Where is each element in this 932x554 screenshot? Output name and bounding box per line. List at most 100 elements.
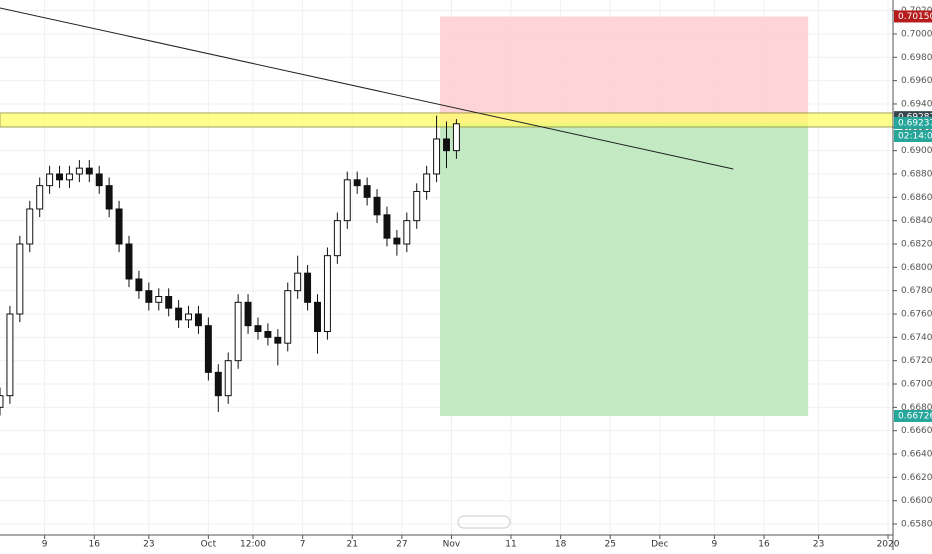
- candle-body: [0, 395, 4, 408]
- x-tick-label: 16: [89, 540, 101, 550]
- candle-body: [363, 185, 371, 198]
- candle-body: [56, 173, 64, 181]
- candle-body: [185, 313, 192, 321]
- price-label-box: [894, 116, 932, 129]
- candle-body: [75, 167, 83, 175]
- x-tick-label: 9: [42, 540, 48, 550]
- candle-body: [433, 138, 441, 175]
- candle-body: [254, 325, 262, 333]
- target-zone: [440, 122, 809, 416]
- watermark: [457, 515, 511, 529]
- candle-body: [452, 123, 460, 152]
- candle-body: [155, 295, 163, 303]
- candle-body: [204, 325, 212, 373]
- candle-body: [403, 220, 411, 245]
- stop-zone: [440, 16, 809, 123]
- candle-body: [333, 220, 341, 257]
- candle-body: [194, 313, 202, 327]
- candle-body: [165, 295, 173, 309]
- y-tick-label: 0.70000: [901, 29, 932, 39]
- candle-body: [413, 190, 421, 222]
- candle-body: [234, 301, 242, 362]
- price-label: 0.66726: [898, 411, 932, 421]
- candle-body: [244, 301, 252, 327]
- x-tick-label: 11: [505, 540, 516, 550]
- x-tick-label: 7: [300, 540, 306, 550]
- countdown-box: [894, 129, 932, 142]
- candle-body: [343, 179, 351, 222]
- x-tick-label: 16: [758, 540, 770, 550]
- x-tick-label: 25: [604, 540, 615, 550]
- candle-body: [6, 313, 14, 397]
- candle-body: [115, 208, 123, 245]
- candle-body: [125, 243, 133, 280]
- candle-body: [175, 307, 183, 321]
- candle-body: [443, 138, 450, 152]
- x-tick-label: 21: [347, 540, 358, 550]
- countdown: 02:14:05: [898, 131, 932, 141]
- candle-body: [85, 167, 93, 175]
- x-tick-label: Nov: [443, 540, 461, 550]
- candle-body: [214, 371, 222, 397]
- candle-body: [264, 331, 272, 338]
- candle-body: [423, 173, 431, 192]
- candle-body: [383, 214, 391, 239]
- candle-body: [46, 173, 54, 187]
- candle-body: [393, 237, 401, 245]
- candle-body: [314, 301, 321, 333]
- candle-body: [353, 179, 361, 187]
- x-tick-label: 2020: [877, 540, 900, 550]
- x-tick-label: Dec: [651, 540, 668, 550]
- candle-body: [65, 173, 73, 181]
- candle-body: [105, 185, 113, 210]
- candle-body: [284, 290, 292, 344]
- price-label: 0.69237: [898, 118, 932, 128]
- candle-body: [95, 173, 103, 187]
- trend-line: [0, 7, 734, 170]
- price-label-box: [894, 409, 932, 422]
- candle-body: [36, 185, 44, 210]
- candle-body: [274, 336, 282, 344]
- x-tick-label: 18: [555, 540, 567, 550]
- candle-body: [224, 360, 232, 397]
- plot: [0, 7, 894, 416]
- candle-body: [16, 243, 24, 315]
- candle-body: [323, 255, 331, 333]
- x-tick-label: Oct: [201, 540, 217, 550]
- candle-body: [135, 278, 143, 292]
- x-tick-label: 12:00: [240, 540, 266, 550]
- candle-body: [294, 272, 302, 292]
- candle-body: [26, 208, 34, 245]
- x-tick-label: 23: [813, 540, 824, 550]
- x-tick-label: 27: [396, 540, 407, 550]
- candle-body: [145, 290, 153, 303]
- x-tick-label: 23: [143, 540, 154, 550]
- candle-body: [373, 196, 381, 216]
- price-label-box: [894, 10, 932, 23]
- price-label: 0.70150: [898, 12, 932, 22]
- candle-body: [304, 272, 312, 303]
- x-tick-label: 9: [712, 540, 718, 550]
